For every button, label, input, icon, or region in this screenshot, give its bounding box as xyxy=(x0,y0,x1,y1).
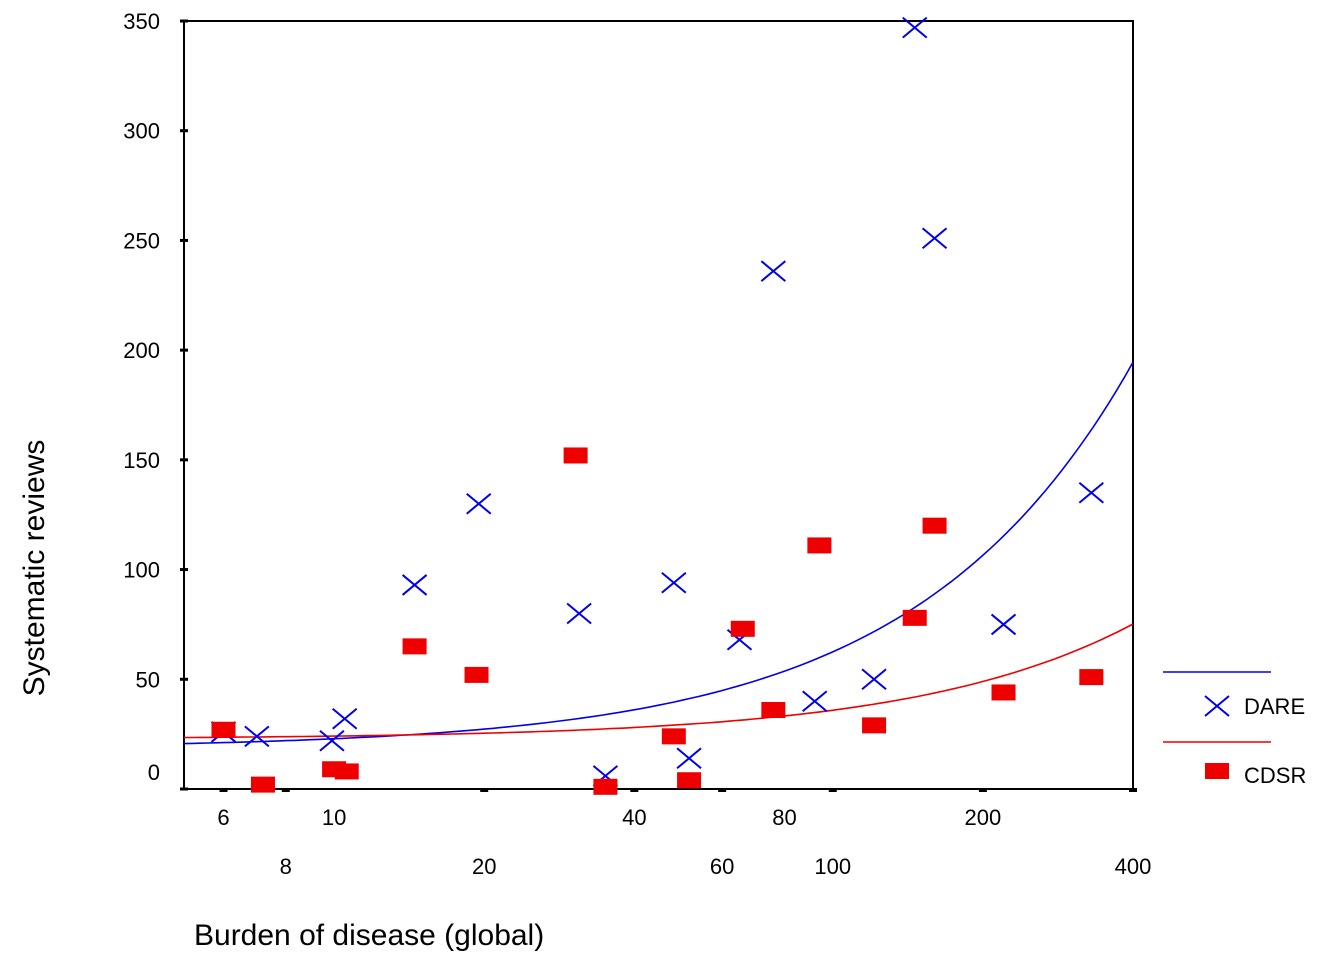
x-tick-label: 200 xyxy=(965,805,1002,830)
x-axis: 6 10 40 80 200 8 20 60 100 400 xyxy=(217,788,1152,879)
y-tick-label: 50 xyxy=(136,667,160,692)
plot-area-frame xyxy=(183,20,1134,790)
data-point-cdsr xyxy=(334,763,359,780)
y-tick-label: 150 xyxy=(123,448,160,473)
data-point-cdsr xyxy=(402,638,427,655)
data-point-dare xyxy=(902,16,928,39)
legend-dare-x-marker xyxy=(1204,695,1230,717)
data-point-dare xyxy=(401,574,428,596)
data-point-dare xyxy=(566,602,592,625)
data-point-cdsr xyxy=(593,778,618,795)
data-point-cdsr xyxy=(661,728,686,745)
data-point-cdsr xyxy=(677,772,702,789)
x-tick-label: 60 xyxy=(710,854,734,879)
data-point-cdsr xyxy=(1079,669,1104,686)
x-tick-label: 8 xyxy=(280,854,292,879)
x-tick-label: 400 xyxy=(1115,854,1152,879)
legend-cdsr-marker xyxy=(1205,763,1229,779)
x-tick-label: 80 xyxy=(772,805,796,830)
y-tick-label: 300 xyxy=(123,119,160,144)
y-axis: 0 50 100 150 200 250 300 350 xyxy=(123,9,188,791)
y-tick-label: 350 xyxy=(123,9,160,34)
x-tick-label: 6 xyxy=(217,805,229,830)
data-point-dare xyxy=(802,690,828,712)
legend: DARE CDSR xyxy=(1163,671,1306,788)
data-point-cdsr xyxy=(991,684,1016,701)
fit-line-cdsr xyxy=(184,623,1134,739)
data-point-cdsr xyxy=(922,517,947,534)
y-tick-label: 200 xyxy=(123,338,160,363)
legend-dare-label: DARE xyxy=(1244,694,1305,719)
x-axis-title: Burden of disease (global) xyxy=(194,919,544,952)
data-point-cdsr xyxy=(563,447,588,464)
y-tick-label: 100 xyxy=(123,558,160,583)
x-tick-label: 100 xyxy=(814,854,851,879)
y-tick-label: 0 xyxy=(148,760,160,785)
x-tick-label: 10 xyxy=(322,805,346,830)
data-points xyxy=(210,16,1104,795)
data-point-cdsr xyxy=(807,537,832,554)
data-point-dare xyxy=(676,747,702,770)
legend-cdsr-square-marker xyxy=(1205,763,1229,779)
data-point-dare xyxy=(661,571,687,594)
fit-lines xyxy=(183,361,1134,745)
legend-dare-marker xyxy=(1204,695,1230,717)
y-tick-label: 250 xyxy=(123,228,160,253)
data-point-cdsr xyxy=(730,620,755,637)
x-tick-label: 40 xyxy=(622,805,646,830)
data-point-dare xyxy=(1078,482,1104,504)
data-point-dare xyxy=(319,729,345,752)
legend-cdsr-label: CDSR xyxy=(1244,763,1306,788)
data-point-dare xyxy=(760,260,786,282)
data-point-dare xyxy=(466,492,492,515)
data-point-dare xyxy=(861,668,887,691)
data-point-dare xyxy=(921,227,948,250)
data-point-cdsr xyxy=(211,721,236,738)
y-axis-title: Systematic reviews xyxy=(18,440,51,697)
data-point-cdsr xyxy=(862,717,887,734)
plot-frame xyxy=(183,20,1134,790)
x-tick-label: 20 xyxy=(472,854,496,879)
data-point-cdsr xyxy=(902,609,927,626)
data-point-cdsr xyxy=(464,666,489,683)
fit-line-dare xyxy=(183,361,1134,745)
data-point-dare xyxy=(244,725,270,748)
data-point-cdsr xyxy=(761,702,786,719)
data-point-dare xyxy=(332,708,358,730)
data-point-dare xyxy=(990,613,1017,636)
data-point-cdsr xyxy=(250,776,275,793)
